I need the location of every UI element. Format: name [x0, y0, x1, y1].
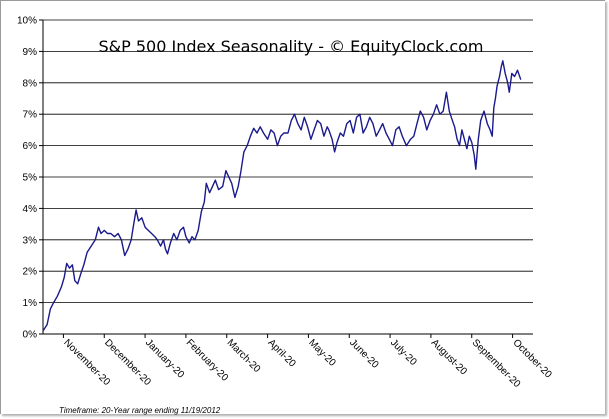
y-tick-label: 1%: [23, 298, 38, 309]
y-tick-label: 6%: [23, 141, 38, 152]
y-tick-label: 8%: [23, 78, 38, 89]
y-tick-label: 7%: [23, 110, 38, 121]
y-tick-label: 5%: [23, 173, 38, 184]
y-tick-label: 9%: [23, 47, 38, 58]
y-tick-label: 10%: [17, 16, 37, 27]
y-tick-label: 3%: [23, 235, 38, 246]
series-line: [42, 60, 522, 332]
gridlines: [43, 19, 533, 304]
y-axis-ticks: 0% 1% 2% 3% 4% 5% 6% 7% 8% 9% 10%: [17, 16, 43, 341]
chart-title: S&P 500 Index Seasonality - © EquityCloc…: [99, 37, 484, 56]
y-tick-label: 2%: [23, 267, 38, 278]
timeframe-footnote: Timeframe: 20-Year range ending 11/19/20…: [59, 406, 221, 415]
y-tick-label: 4%: [23, 204, 38, 215]
y-tick-label: 0%: [23, 330, 38, 341]
chart-background: [1, 1, 605, 414]
